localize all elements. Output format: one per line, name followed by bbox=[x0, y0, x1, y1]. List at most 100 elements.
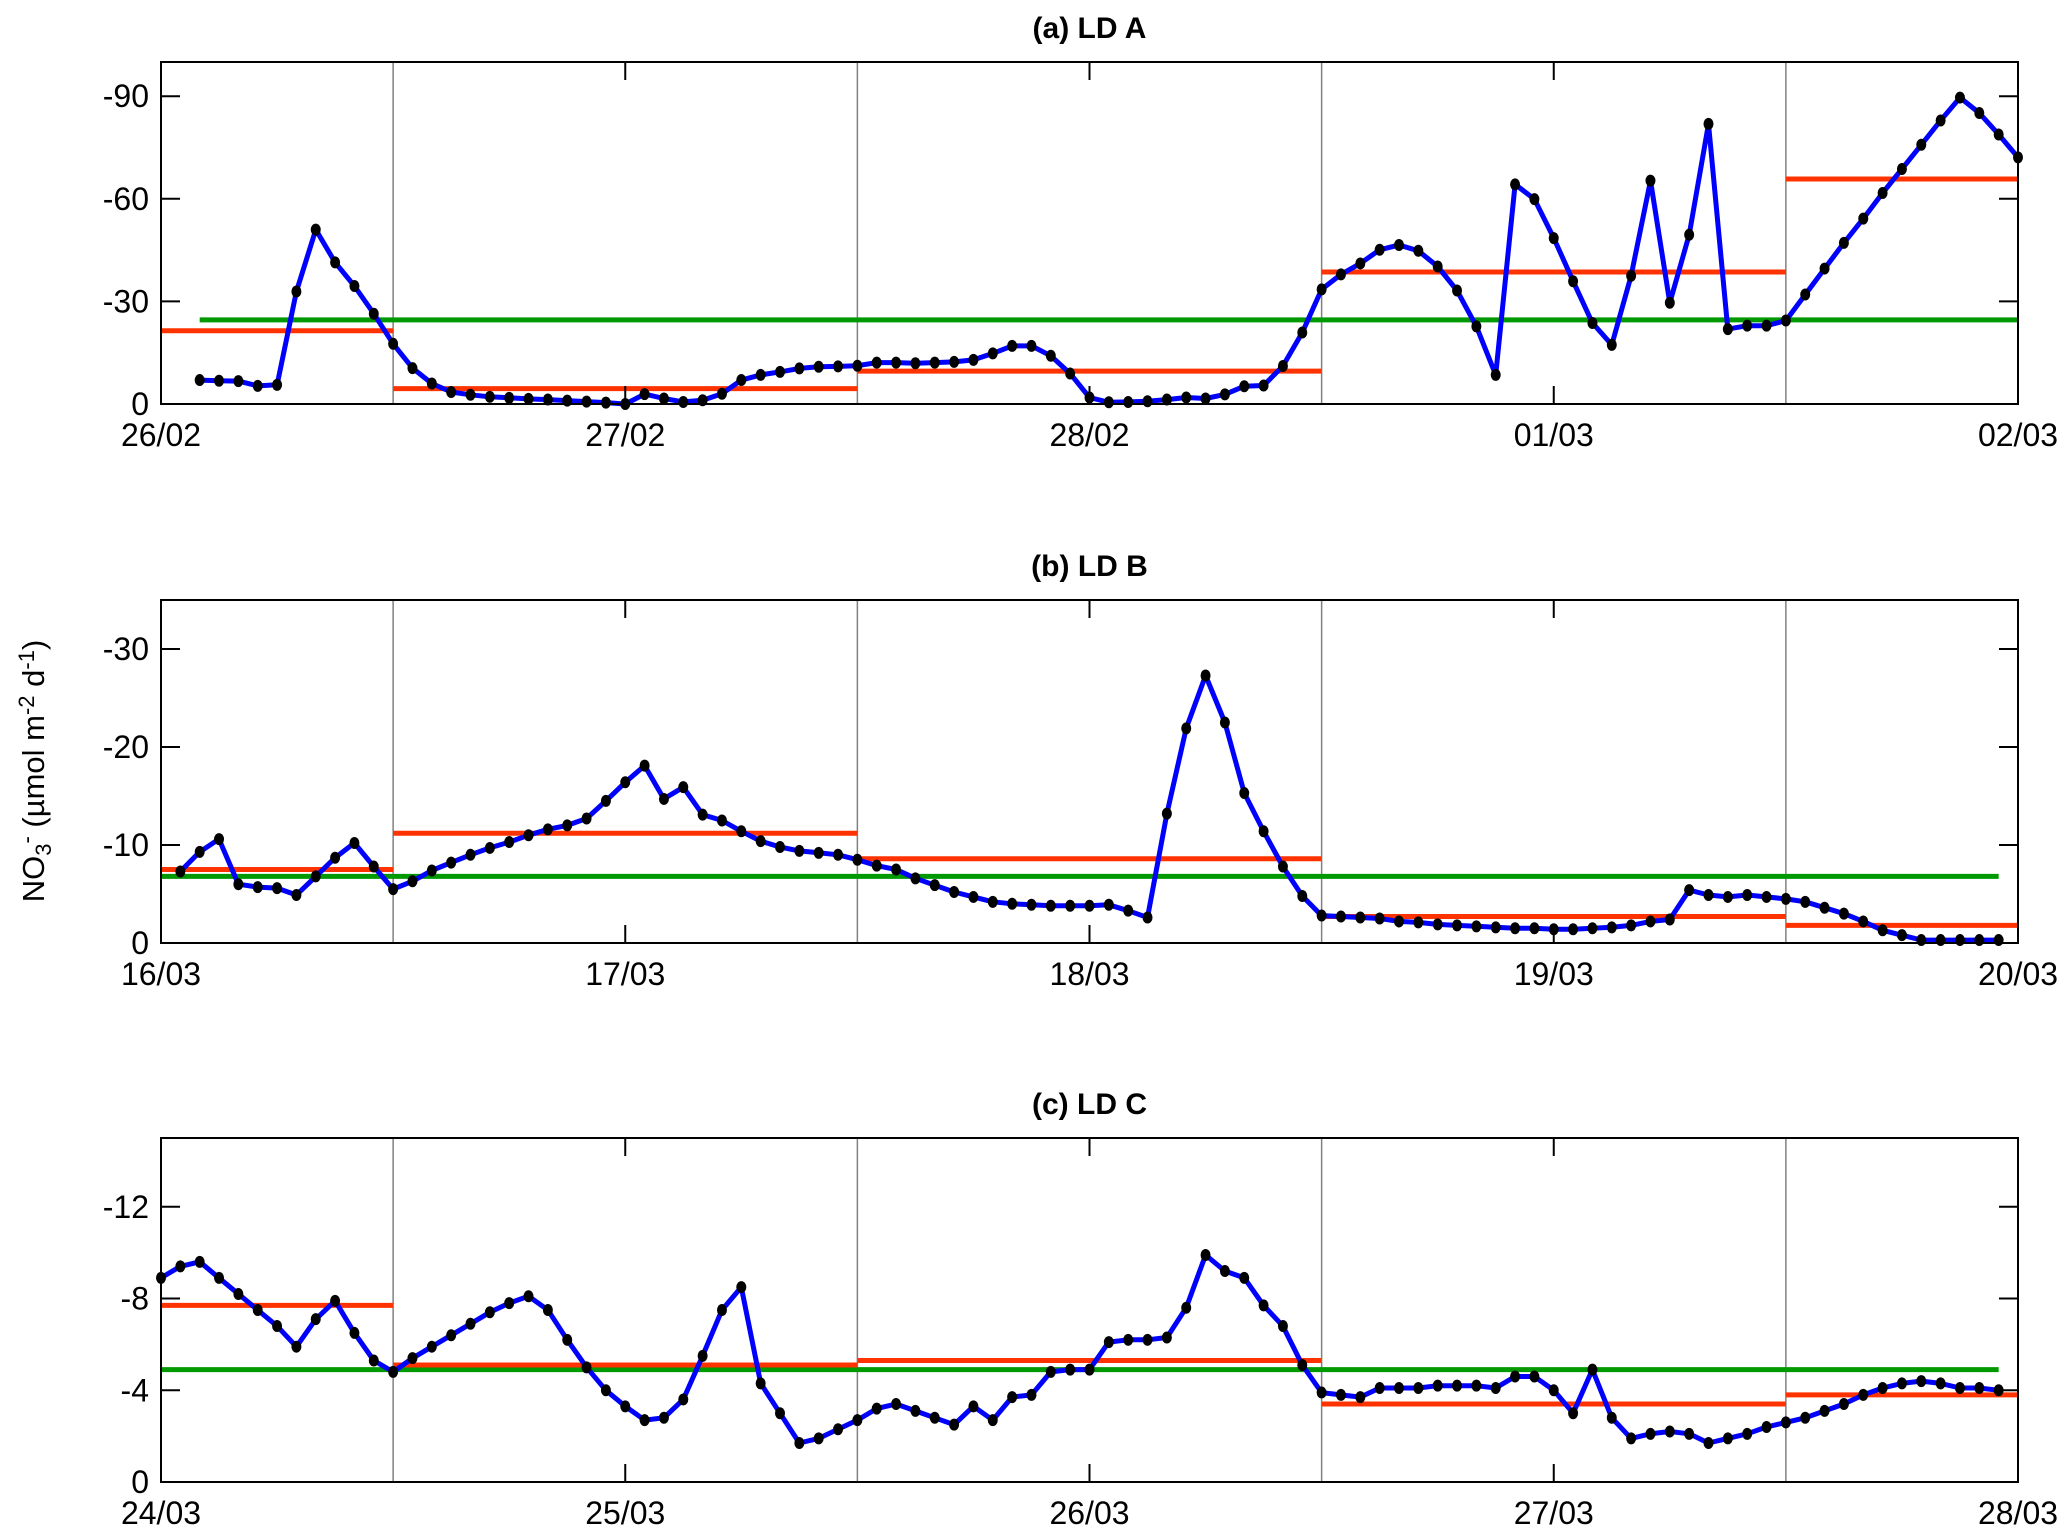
x-tick-label: 28/02 bbox=[1049, 417, 1129, 453]
data-point bbox=[1335, 910, 1346, 923]
x-tick-label: 25/03 bbox=[585, 1495, 665, 1528]
data-point bbox=[620, 1400, 631, 1413]
data-point bbox=[581, 1361, 592, 1374]
data-point bbox=[523, 392, 534, 405]
data-point bbox=[175, 1260, 186, 1273]
data-point bbox=[1045, 899, 1056, 912]
data-point bbox=[1819, 1404, 1830, 1417]
y-tick-label: -4 bbox=[121, 1372, 149, 1408]
data-point bbox=[1219, 388, 1230, 401]
data-point bbox=[349, 1326, 360, 1339]
data-point bbox=[1954, 91, 1965, 104]
data-point bbox=[987, 895, 998, 908]
x-tick-label: 24/03 bbox=[121, 1495, 201, 1528]
data-point bbox=[1103, 396, 1114, 409]
data-point bbox=[1316, 909, 1327, 922]
data-point bbox=[871, 356, 882, 369]
y-tick-label: 0 bbox=[131, 386, 149, 422]
data-point bbox=[1684, 228, 1695, 241]
data-point bbox=[1432, 260, 1443, 273]
data-point bbox=[736, 825, 747, 838]
data-point bbox=[910, 357, 921, 370]
data-point bbox=[1297, 326, 1308, 339]
data-point bbox=[214, 374, 225, 387]
data-point bbox=[1935, 114, 1946, 127]
data-point bbox=[987, 347, 998, 360]
data-point bbox=[1645, 1427, 1656, 1440]
y-tick-label: -30 bbox=[103, 631, 149, 667]
data-point bbox=[1993, 1384, 2004, 1397]
data-point bbox=[871, 859, 882, 872]
data-point bbox=[388, 1365, 399, 1378]
data-point bbox=[252, 379, 263, 392]
y-axis-label-part: d bbox=[16, 670, 51, 696]
data-point bbox=[620, 776, 631, 789]
data-point bbox=[1800, 895, 1811, 908]
data-point bbox=[1045, 349, 1056, 362]
data-point bbox=[1742, 888, 1753, 901]
data-point bbox=[1838, 907, 1849, 920]
data-point bbox=[1568, 923, 1579, 936]
y-tick-label: -30 bbox=[103, 283, 149, 319]
data-point bbox=[1993, 128, 2004, 141]
data-point bbox=[465, 1317, 476, 1330]
data-point bbox=[968, 890, 979, 903]
data-point bbox=[1007, 897, 1018, 910]
data-point bbox=[949, 1418, 960, 1431]
data-point bbox=[1703, 117, 1714, 130]
data-point bbox=[755, 1377, 766, 1390]
data-point bbox=[1084, 1363, 1095, 1376]
data-point bbox=[775, 365, 785, 378]
data-point bbox=[1335, 268, 1346, 281]
data-point bbox=[1974, 1381, 1985, 1394]
data-point bbox=[1142, 1333, 1153, 1346]
y-tick-label: 0 bbox=[131, 925, 149, 961]
data-point bbox=[504, 391, 515, 404]
data-point bbox=[1432, 1379, 1443, 1392]
data-point bbox=[1664, 913, 1675, 926]
data-point bbox=[1838, 1398, 1849, 1411]
data-point bbox=[1568, 1407, 1579, 1420]
data-point bbox=[1510, 922, 1521, 935]
series-line bbox=[199, 95, 2020, 407]
data-point bbox=[833, 1423, 844, 1436]
data-point bbox=[1161, 1331, 1172, 1344]
data-point bbox=[1219, 716, 1230, 729]
data-point bbox=[1277, 360, 1288, 373]
data-point bbox=[1529, 922, 1540, 935]
data-point bbox=[1664, 1425, 1675, 1438]
data-point bbox=[310, 223, 321, 236]
data-point bbox=[1026, 1388, 1037, 1401]
data-point bbox=[1239, 1271, 1250, 1284]
data-point bbox=[1858, 915, 1869, 928]
data-point bbox=[1181, 722, 1192, 735]
data-point bbox=[1026, 898, 1037, 911]
data-point bbox=[214, 833, 225, 846]
y-tick-label: -60 bbox=[103, 181, 149, 217]
data-point bbox=[1877, 186, 1888, 199]
data-point bbox=[1587, 1363, 1598, 1376]
data-point bbox=[1490, 921, 1501, 934]
y-axis-label-part: - bbox=[14, 836, 39, 843]
data-point bbox=[852, 359, 863, 372]
data-point bbox=[1142, 911, 1153, 924]
data-point bbox=[1123, 395, 1134, 408]
data-point bbox=[368, 860, 379, 873]
data-point bbox=[310, 1313, 321, 1326]
data-point bbox=[1529, 1370, 1540, 1383]
data-point bbox=[1123, 1333, 1134, 1346]
data-point bbox=[775, 1407, 785, 1420]
data-point bbox=[1896, 929, 1907, 942]
data-point bbox=[1394, 238, 1404, 251]
data-point bbox=[1722, 890, 1733, 903]
x-tick-label: 27/02 bbox=[585, 417, 665, 453]
data-point bbox=[310, 870, 321, 883]
data-point bbox=[794, 362, 805, 375]
data-point bbox=[1452, 1379, 1463, 1392]
data-point bbox=[1587, 316, 1598, 329]
data-point bbox=[1065, 899, 1076, 912]
data-point bbox=[1896, 163, 1907, 176]
data-point bbox=[1239, 787, 1250, 800]
data-point bbox=[1819, 262, 1830, 275]
data-point bbox=[194, 1255, 205, 1268]
